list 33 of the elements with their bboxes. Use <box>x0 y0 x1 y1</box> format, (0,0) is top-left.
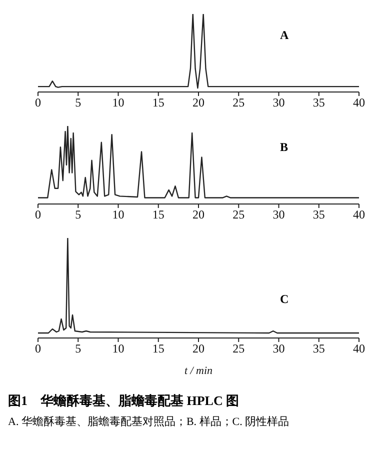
x-tick-label: 15 <box>152 342 164 356</box>
text: A. 华蟾酥毒基、脂蟾毒配基对照品；B. 样品；C. 阴性样品 <box>8 414 290 429</box>
x-tick-label: 20 <box>192 96 204 110</box>
x-tick-label: 20 <box>192 208 204 222</box>
x-tick-label: 40 <box>353 96 365 110</box>
x-tick-label: 20 <box>192 342 204 356</box>
x-tick-label: 5 <box>75 208 82 222</box>
x-tick-label: 15 <box>152 96 164 110</box>
x-tick-label: 15 <box>152 208 164 222</box>
text: A <box>280 28 289 43</box>
x-tick-label: 25 <box>232 208 245 222</box>
text: C <box>280 292 289 307</box>
caption: 图1 华蟾酥毒基、脂蟾毒配基 HPLC 图 <box>8 392 240 410</box>
x-tick-label: 10 <box>112 208 124 222</box>
x-tick-label: 0 <box>35 342 41 356</box>
x-tick-label: 0 <box>35 208 41 222</box>
x-tick-label: 5 <box>75 96 82 110</box>
x-tick-label: 10 <box>112 342 124 356</box>
x-tick-label: 40 <box>353 342 365 356</box>
x-tick-label: 35 <box>312 342 325 356</box>
x-axis-title: t / min <box>184 365 214 377</box>
x-tick-label: 10 <box>112 96 124 110</box>
x-tick-label: 35 <box>312 96 325 110</box>
x-tick-label: 0 <box>35 96 41 110</box>
x-tick-label: 5 <box>75 342 82 356</box>
x-tick-label: 35 <box>312 208 325 222</box>
x-tick-label: 30 <box>272 208 285 222</box>
x-tick-label: 30 <box>272 342 285 356</box>
x-tick-label: 30 <box>272 96 285 110</box>
x-tick-label: 40 <box>353 208 365 222</box>
x-tick-label: 25 <box>232 342 245 356</box>
text: B <box>280 140 288 155</box>
x-tick-label: 25 <box>232 96 245 110</box>
